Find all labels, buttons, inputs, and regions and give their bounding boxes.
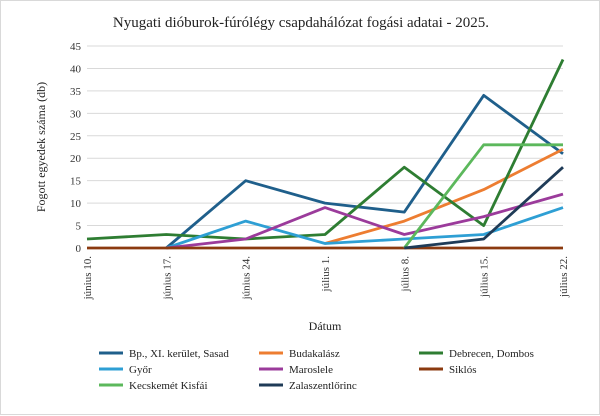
x-tick-label: június 10.: [82, 256, 94, 301]
y-tick-label: 25: [70, 131, 82, 143]
x-tick-label: július 15.: [479, 256, 491, 298]
series-line-6: [403, 143, 563, 249]
series-line-1: [324, 147, 564, 245]
legend-item: Győr: [99, 364, 152, 376]
x-tick-label: július 22.: [558, 256, 570, 298]
series-lines: [86, 58, 565, 250]
legend-label: Győr: [129, 364, 152, 376]
gridlines: [87, 45, 563, 227]
y-tick-label: 0: [76, 243, 82, 255]
y-tick-label: 5: [76, 221, 82, 233]
legend-item: Kecskemét Kisfái: [99, 380, 208, 392]
y-tick-label: 20: [70, 153, 82, 165]
y-axis-label: Fogott egyedek száma (db): [34, 82, 48, 212]
y-tick-label: 45: [70, 41, 82, 53]
x-tick-label: június 17.: [161, 256, 173, 301]
legend-label: Kecskemét Kisfái: [129, 380, 208, 392]
legend-item: Zalaszentlőrinc: [259, 380, 357, 392]
y-tick-label: 35: [70, 86, 82, 98]
x-tick-label: július 8.: [399, 256, 411, 293]
legend-label: Bp., XI. kerület, Sasad: [129, 348, 229, 360]
legend-label: Budakalász: [289, 348, 340, 360]
y-tick-label: 40: [70, 63, 82, 75]
legend: Bp., XI. kerület, Sasad Budakalász Debrece…: [99, 348, 534, 392]
y-tick-label: 15: [70, 176, 82, 188]
x-tick-label: július 1.: [320, 256, 332, 293]
y-tick-labels: 0 5 10 15 20 25 30 35 40 45: [70, 41, 82, 255]
x-tick-label: június 24.: [241, 256, 253, 301]
legend-item: Budakalász: [259, 348, 340, 360]
series-line-3: [165, 206, 564, 250]
y-tick-label: 10: [70, 198, 82, 210]
chart-title: Nyugati dióburok-fúrólégy csapdahálózat …: [113, 15, 489, 31]
legend-item: Debrecen, Dombos: [419, 348, 534, 360]
legend-item: Bp., XI. kerület, Sasad: [99, 348, 229, 360]
legend-item: Maroslele: [259, 364, 333, 376]
legend-label: Maroslele: [289, 364, 333, 376]
series-line-4: [166, 192, 564, 250]
series-line-7: [404, 166, 564, 250]
x-axis-label: Dátum: [309, 319, 342, 333]
legend-label: Debrecen, Dombos: [449, 348, 534, 360]
y-tick-label: 30: [70, 108, 82, 120]
x-tick-labels: június 10. június 17. június 24. július 1. j…: [82, 256, 570, 301]
legend-label: Siklós: [449, 364, 477, 376]
legend-label: Zalaszentlőrinc: [289, 380, 357, 392]
series-line-0: [165, 94, 564, 250]
series-line-2: [86, 58, 565, 241]
legend-item: Siklós: [419, 364, 477, 376]
